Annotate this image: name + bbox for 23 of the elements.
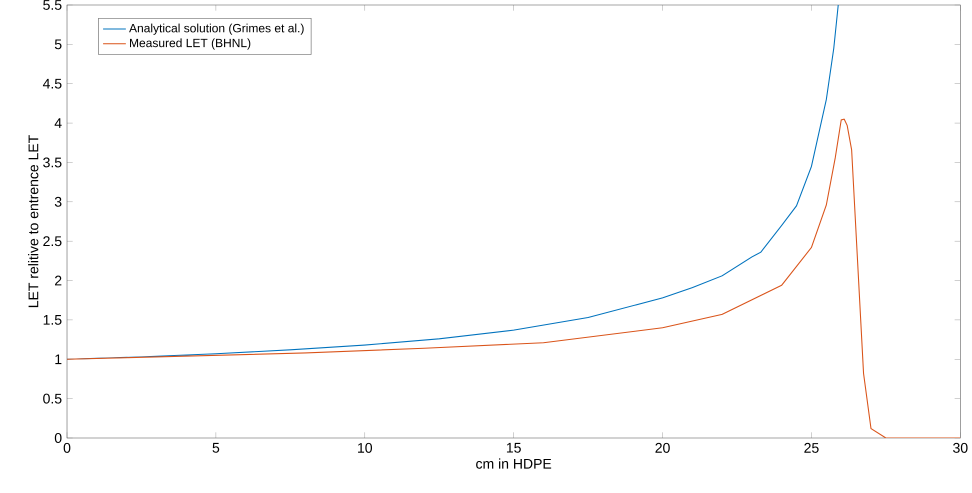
y-tick-label: 5 (54, 39, 62, 50)
legend-label: Measured LET (BHNL) (130, 38, 250, 50)
legend-label: Analytical solution (Grimes et al.) (129, 24, 304, 35)
x-tick-label: 10 (358, 442, 372, 453)
y-tick-label: 3.5 (43, 158, 62, 168)
y-tick-label: 1 (55, 354, 62, 364)
x-axis-title: cm in HDPE (476, 458, 552, 469)
x-tick-label: 5 (212, 442, 220, 453)
y-tick-label: 2.5 (43, 236, 62, 246)
x-tick-label: 20 (655, 442, 670, 453)
y-tick-label: 4.5 (42, 78, 62, 89)
y-tick-label: 1.5 (44, 315, 62, 325)
y-tick-label: 3 (54, 196, 62, 207)
x-tick-label: 30 (953, 442, 968, 453)
x-tick-label: 25 (804, 442, 819, 453)
y-tick-label: 0.5 (43, 394, 62, 404)
y-axis-title: LET relitive to entrence LET (28, 135, 38, 308)
x-tick-label: 15 (506, 442, 521, 453)
y-tick-label: 4 (54, 118, 62, 128)
y-tick-label: 0 (54, 433, 62, 443)
x-tick-label: 0 (64, 442, 70, 453)
y-tick-label: 5.5 (43, 0, 62, 10)
y-tick-label: 2 (55, 276, 62, 286)
